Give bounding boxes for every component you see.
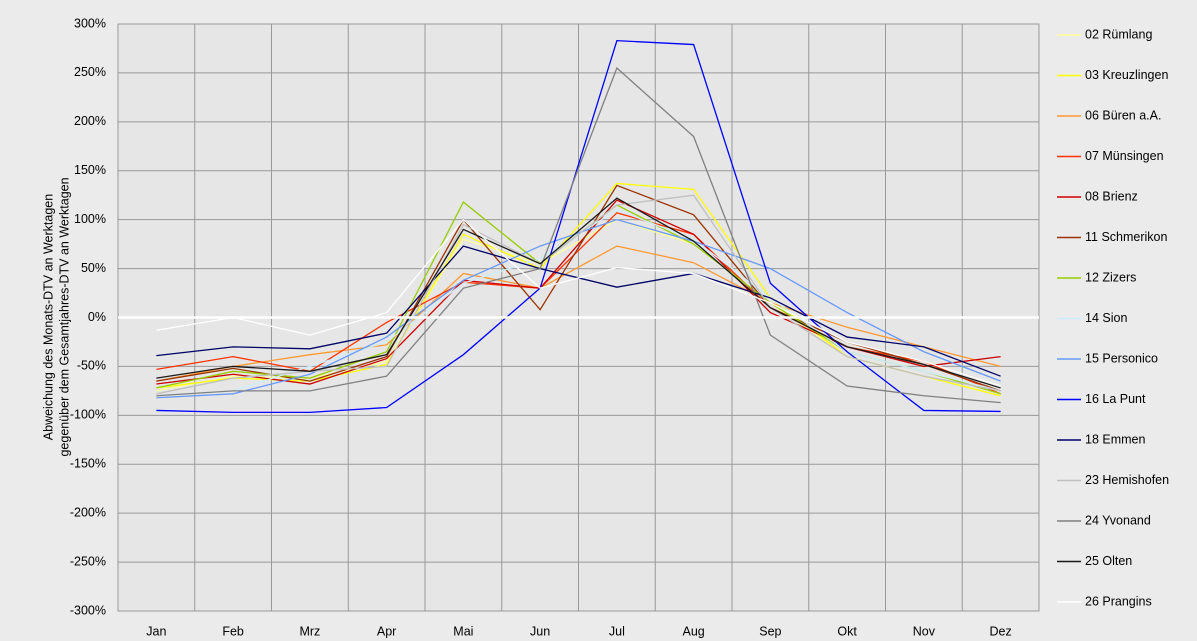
y-tick-label: -300%: [70, 603, 106, 617]
series-line: [156, 194, 1001, 395]
legend-label: 25 Olten: [1085, 554, 1132, 568]
legend-label: 12 Zizers: [1085, 270, 1136, 284]
legend-label: 07 Münsingen: [1085, 149, 1164, 163]
y-tick-label: 50%: [81, 261, 106, 275]
y-axis-label: Abweichung des Monats-DTV an Werktagen: [41, 194, 55, 440]
y-tick-label: -150%: [70, 457, 106, 471]
y-tick-label: -200%: [70, 505, 106, 519]
x-tick-label: Okt: [837, 624, 857, 638]
x-tick-label: Mrz: [299, 624, 320, 638]
x-tick-label: Nov: [913, 624, 936, 638]
x-tick-label: Apr: [377, 624, 396, 638]
series-line: [156, 245, 1001, 382]
y-tick-label: 100%: [74, 212, 106, 226]
series-line: [156, 197, 1001, 389]
y-tick-label: 250%: [74, 65, 106, 79]
x-tick-label: Sep: [759, 624, 781, 638]
y-tick-label: 0%: [88, 310, 106, 324]
x-tick-label: Feb: [222, 624, 244, 638]
y-axis-label: gegenüber dem Gesamtjahres-DTV an Werkta…: [57, 177, 71, 456]
legend-label: 11 Schmerikon: [1085, 230, 1167, 244]
legend-label: 06 Büren a.A.: [1085, 108, 1161, 122]
legend-label: 24 Yvonand: [1085, 513, 1151, 527]
legend-label: 16 La Punt: [1085, 392, 1146, 406]
x-tick-label: Aug: [683, 624, 705, 638]
y-tick-label: -50%: [77, 359, 106, 373]
series-line: [156, 66, 1001, 404]
x-tick-label: Jul: [609, 624, 625, 638]
x-tick-label: Jan: [146, 624, 166, 638]
series-line: [156, 39, 1001, 414]
y-tick-label: 300%: [74, 16, 106, 30]
series-line: [156, 218, 1001, 387]
series-line: [156, 218, 1001, 399]
legend-label: 14 Sion: [1085, 311, 1127, 325]
legend-label: 18 Emmen: [1085, 432, 1145, 446]
y-tick-label: -250%: [70, 554, 106, 568]
legend-label: 03 Kreuzlingen: [1085, 68, 1168, 82]
y-tick-label: -100%: [70, 408, 106, 422]
x-tick-label: Jun: [530, 624, 550, 638]
y-tick-label: 150%: [74, 163, 106, 177]
x-tick-label: Dez: [990, 624, 1012, 638]
legend-label: 02 Rümlang: [1085, 27, 1152, 41]
y-tick-label: 200%: [74, 114, 106, 128]
x-tick-label: Mai: [453, 624, 473, 638]
legend-label: 15 Personico: [1085, 351, 1158, 365]
legend-label: 08 Brienz: [1085, 189, 1138, 203]
legend-label: 26 Prangins: [1085, 594, 1152, 608]
legend-label: 23 Hemishofen: [1085, 473, 1169, 487]
